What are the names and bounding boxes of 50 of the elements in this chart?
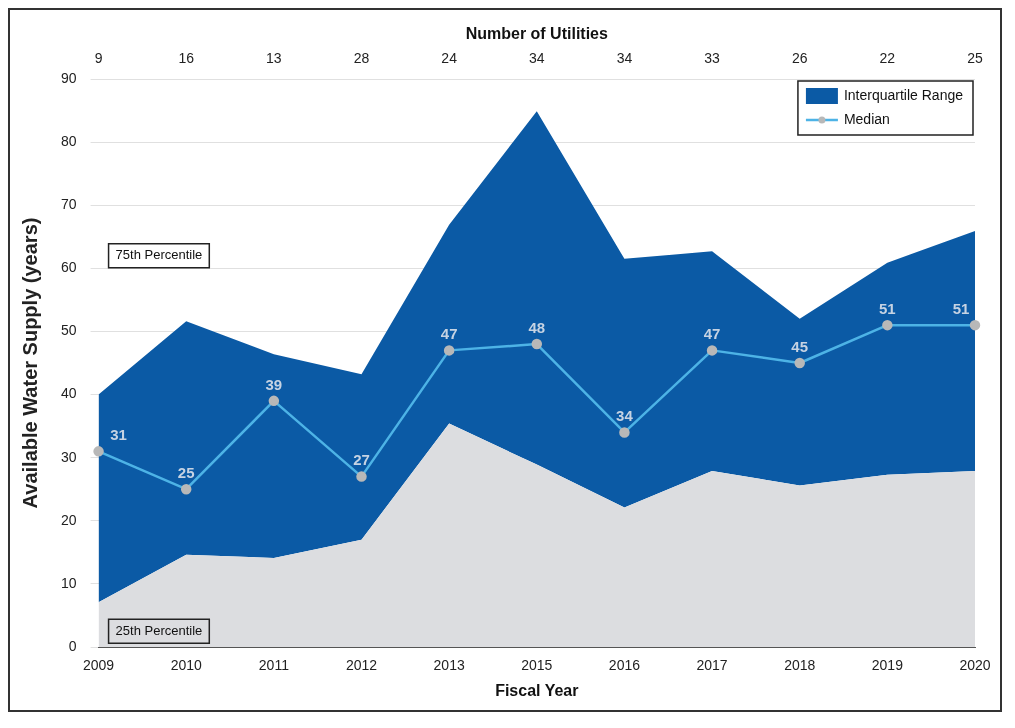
y-tick-label: 0 — [68, 637, 77, 654]
text: 28 — [353, 50, 370, 67]
y-tick-label: 20 — [60, 511, 77, 528]
data-label: 51 — [952, 299, 970, 317]
text: 34 — [616, 50, 633, 67]
x-tick-label: 2010 — [170, 657, 202, 674]
y-tick-label: 50 — [60, 322, 77, 339]
data-label: 51 — [879, 299, 896, 317]
x2-axis-title: Number of Utilities — [465, 25, 608, 43]
y-axis-title: Available Water Supply (years) — [18, 217, 41, 509]
x-tick-label: 2016 — [608, 657, 641, 674]
x-tick-label: 2013 — [433, 657, 465, 674]
x-tick-label: 2019 — [871, 657, 904, 674]
x-tick-label: 2011 — [258, 657, 290, 674]
legend-label: Median — [843, 110, 890, 127]
annotation: 25th Percentile — [115, 622, 203, 638]
x-tick-label: 2020 — [959, 657, 991, 674]
text: 34 — [529, 50, 545, 67]
y-tick-label: 40 — [60, 385, 77, 402]
x-tick-label: 2015 — [521, 657, 553, 674]
x-tick-label: 2018 — [784, 657, 816, 674]
text: 9 — [94, 50, 103, 67]
text: 22 — [879, 50, 896, 67]
y-tick-label: 90 — [60, 69, 77, 86]
y-tick-label: 30 — [60, 448, 77, 465]
text: 16 — [178, 50, 195, 67]
data-label: 39 — [265, 375, 283, 393]
legend-label: Interquartile Range — [843, 86, 964, 103]
x-axis-title: Fiscal Year — [495, 681, 579, 699]
x-tick-label: 2012 — [345, 657, 378, 674]
y-tick-label: 80 — [60, 132, 77, 149]
y-tick-label: 10 — [60, 574, 77, 591]
text: 24 — [441, 50, 458, 67]
data-label: 45 — [791, 337, 809, 355]
x-tick-label: 2017 — [696, 657, 728, 674]
text: 13 — [266, 50, 282, 67]
annotation: 75th Percentile — [115, 247, 203, 263]
text: 33 — [704, 50, 721, 67]
data-label: 48 — [528, 318, 546, 336]
data-label: 47 — [703, 325, 721, 343]
y-tick-label: 70 — [60, 196, 77, 213]
data-label: 25 — [177, 463, 195, 481]
data-label: 47 — [440, 325, 458, 343]
x-tick-label: 2009 — [82, 657, 115, 674]
data-label: 34 — [616, 407, 634, 425]
data-label: 31 — [110, 426, 127, 443]
y-tick-label: 60 — [60, 259, 77, 276]
text: 25 — [967, 50, 983, 67]
text: 26 — [791, 50, 808, 67]
data-label: 27 — [353, 451, 370, 469]
